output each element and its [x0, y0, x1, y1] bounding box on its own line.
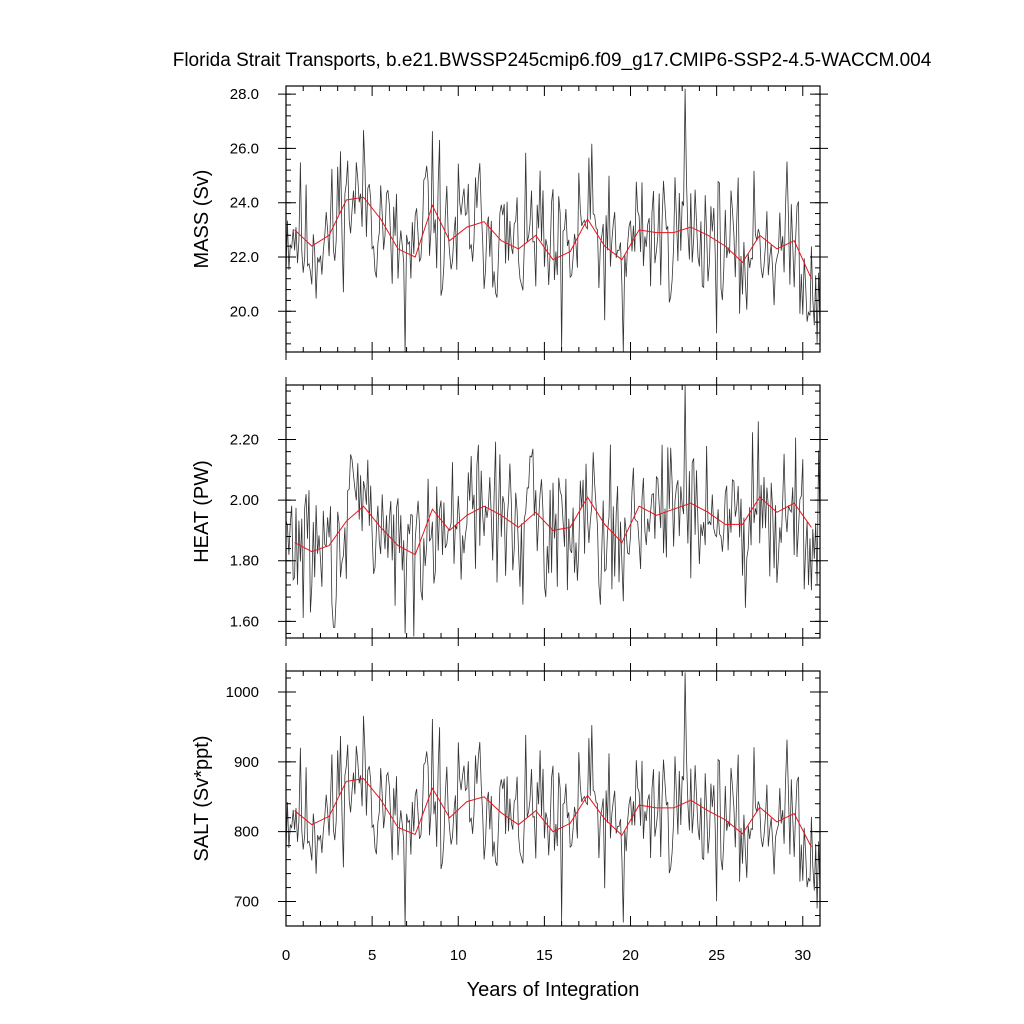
chart-title: Florida Strait Transports, b.e21.BWSSP24…	[173, 50, 932, 71]
y-tick-label: 24.0	[230, 195, 259, 212]
y-tick-label: 900	[234, 754, 259, 771]
monthly-line-salt	[285, 672, 821, 926]
y-axis-label: HEAT (PW)	[191, 460, 213, 563]
x-tick-label: 15	[536, 947, 553, 964]
monthly-line-heat	[285, 384, 821, 637]
y-tick-label: 1.60	[230, 613, 259, 630]
annual-mean-line-heat	[294, 496, 812, 556]
y-tick-label: 28.0	[230, 86, 259, 103]
y-axis-label: SALT (Sv*ppt)	[191, 736, 213, 862]
x-axis-label: Years of Integration	[467, 979, 640, 1001]
panel-heat: 1.60 1.80 2.00 2.20 HEAT (PW)	[191, 377, 828, 646]
x-tick-label: 30	[794, 947, 811, 964]
y-tick-label: 1000	[226, 684, 259, 701]
panel-mass: 20.0 22.0 24.0 26.0 28.0 MASS (Sv)	[191, 85, 828, 360]
x-tick-label: 10	[450, 947, 467, 964]
y-axis-label: MASS (Sv)	[191, 170, 213, 269]
x-tick-label: 25	[708, 947, 725, 964]
monthly-line-mass	[285, 88, 821, 353]
plot-frame-heat	[285, 384, 821, 639]
x-tick-label: 0	[282, 947, 290, 964]
y-tick-label: 800	[234, 824, 259, 841]
x-tick-label: 5	[368, 947, 376, 964]
y-tick-label: 2.20	[230, 432, 259, 449]
y-tick-label: 26.0	[230, 140, 259, 157]
x-tick-label: 20	[622, 947, 639, 964]
annual-mean-line-mass	[294, 196, 812, 279]
plot-frame-salt	[285, 670, 821, 927]
annual-mean-line-salt	[294, 778, 812, 848]
plot-frame-mass	[285, 85, 821, 353]
y-tick-label: 20.0	[230, 303, 259, 320]
panel-salt: 0 5 10 15 20 25 30 700 800 900 1000 SALT (Sv*ppt)	[191, 663, 828, 964]
panels: 20.0 22.0 24.0 26.0 28.0 MASS (Sv) 1.60 1.80 2.0…	[191, 85, 828, 964]
y-tick-label: 22.0	[230, 249, 259, 266]
y-tick-label: 700	[234, 894, 259, 911]
y-tick-label: 2.00	[230, 492, 259, 509]
y-tick-label: 1.80	[230, 553, 259, 570]
